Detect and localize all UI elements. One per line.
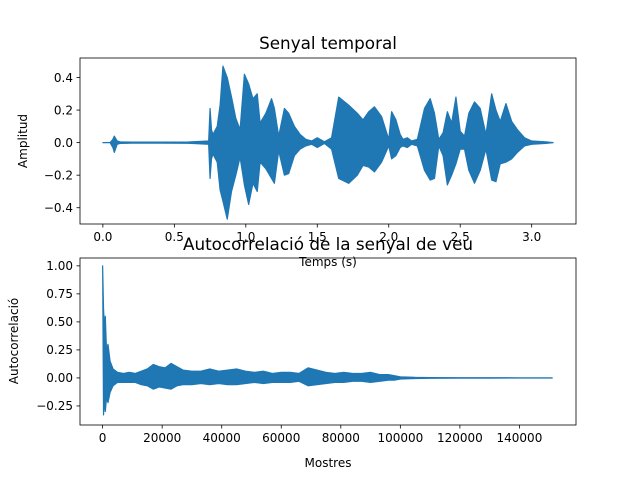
- autocorrelation-x-axis-label: Mostres: [305, 456, 352, 470]
- signal-subplot: Senyal temporal 0.0 0.5 1.0 1.5 2.0 2.5 3.0 −0…: [16, 33, 577, 269]
- autocorrelation-y-tick-label: 0.50: [46, 315, 73, 329]
- signal-x-tick-label: 1.0: [236, 230, 255, 244]
- autocorrelation-axes-frame: [79, 257, 577, 426]
- autocorrelation-x-tick-label: 60000: [262, 431, 300, 445]
- signal-x-tick-label: 2.5: [451, 230, 470, 244]
- autocorrelation-x-tick-label: 120000: [437, 431, 483, 445]
- autocorrelation-y-ticks: −0.25 0.00 0.25 0.50 0.75 1.00: [36, 259, 80, 413]
- autocorrelation-series-line: [102, 265, 553, 416]
- signal-x-tick-label: 3.0: [522, 230, 541, 244]
- signal-y-tick-label: −0.2: [44, 168, 73, 182]
- autocorrelation-y-tick-label: −0.25: [36, 399, 73, 413]
- autocorrelation-x-ticks: 0 20000 40000 60000 80000 100000 120000 140000: [99, 425, 543, 445]
- signal-y-tick-label: 0.4: [54, 71, 73, 85]
- autocorrelation-x-tick-label: 100000: [377, 431, 423, 445]
- autocorrelation-x-tick-label: 80000: [322, 431, 360, 445]
- signal-y-ticks: −0.4 −0.2 0.0 0.2 0.4: [44, 71, 80, 215]
- signal-x-tick-label: 0.5: [165, 230, 184, 244]
- signal-x-tick-label: 2.0: [379, 230, 398, 244]
- autocorrelation-x-tick-label: 40000: [203, 431, 241, 445]
- signal-axes-frame: [79, 57, 577, 225]
- signal-x-axis-label: Temps (s): [298, 255, 357, 269]
- autocorrelation-y-tick-label: 0.75: [46, 287, 73, 301]
- autocorrelation-y-tick-label: 1.00: [46, 259, 73, 273]
- autocorrelation-y-axis-label: Autocorrelació: [7, 298, 21, 385]
- signal-chart-title: Senyal temporal: [259, 33, 397, 53]
- autocorrelation-chart-title: Autocorrelació de la senyal de veu: [183, 234, 473, 254]
- autocorrelation-y-tick-label: 0.00: [46, 371, 73, 385]
- signal-plot-area: [102, 65, 554, 220]
- signal-y-axis-label: Amplitud: [16, 114, 30, 168]
- signal-x-tick-label: 0.0: [93, 230, 112, 244]
- autocorrelation-x-tick-label: 0: [99, 431, 107, 445]
- signal-y-tick-label: −0.4: [44, 201, 73, 215]
- autocorrelation-plot-area: [102, 265, 553, 416]
- autocorrelation-x-tick-label: 140000: [497, 431, 543, 445]
- signal-x-ticks: 0.0 0.5 1.0 1.5 2.0 2.5 3.0: [93, 224, 541, 244]
- signal-y-tick-label: 0.0: [54, 136, 73, 150]
- signal-x-tick-label: 1.5: [308, 230, 327, 244]
- autocorrelation-x-tick-label: 20000: [143, 431, 181, 445]
- autocorrelation-y-tick-label: 0.25: [46, 343, 73, 357]
- signal-y-tick-label: 0.2: [54, 103, 73, 117]
- autocorrelation-subplot: Autocorrelació de la senyal de veu 0 2000…: [7, 234, 577, 470]
- signal-series-line: [102, 65, 554, 220]
